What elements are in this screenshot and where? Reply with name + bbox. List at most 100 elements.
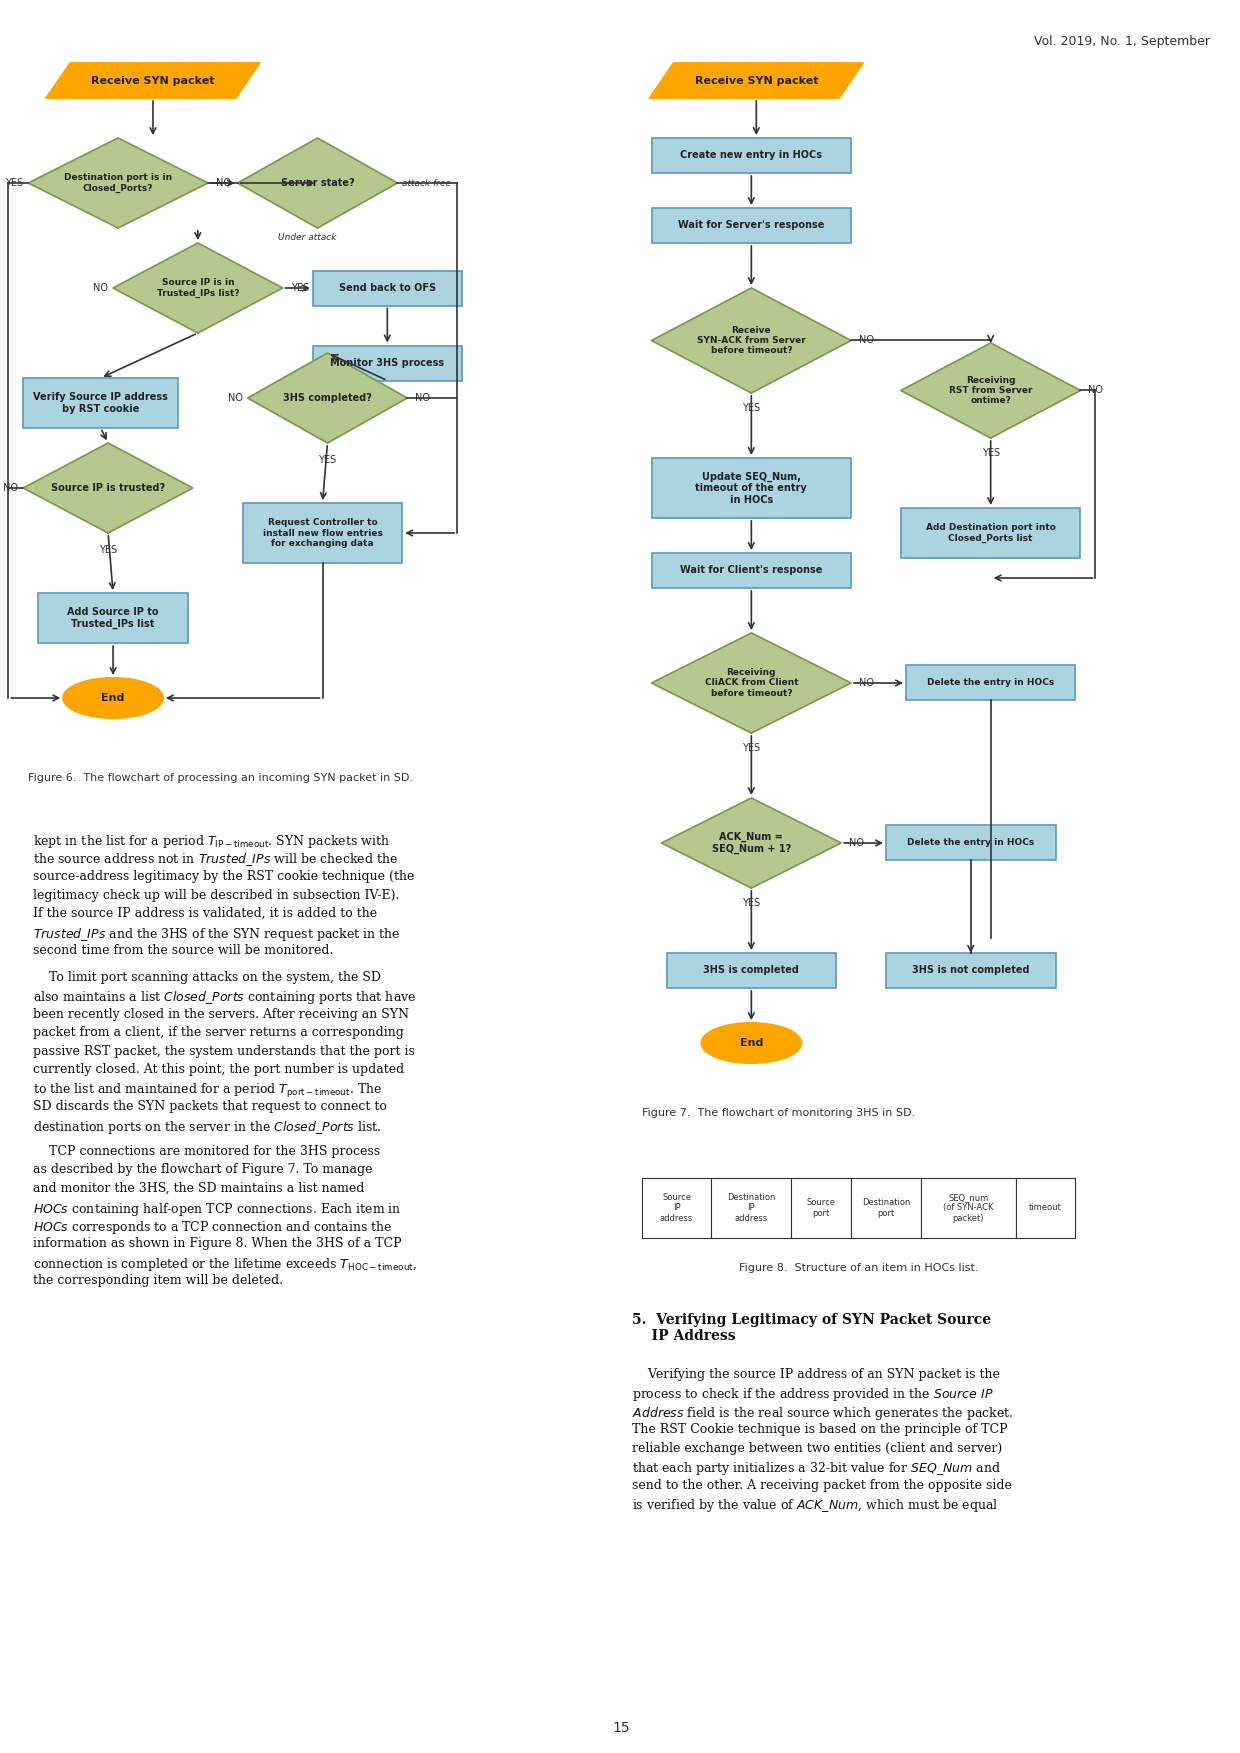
- FancyBboxPatch shape: [651, 209, 851, 244]
- Text: and monitor the 3HS, the SD maintains a list named: and monitor the 3HS, the SD maintains a …: [33, 1182, 365, 1196]
- Text: Add Destination port into
Closed_Ports list: Add Destination port into Closed_Ports l…: [926, 522, 1055, 543]
- Text: NO: NO: [1089, 386, 1104, 396]
- Text: Figure 8.  Structure of an item in HOCs list.: Figure 8. Structure of an item in HOCs l…: [739, 1262, 978, 1273]
- FancyBboxPatch shape: [651, 552, 851, 587]
- Text: attack free: attack free: [402, 179, 451, 188]
- Text: Destination port is in
Closed_Ports?: Destination port is in Closed_Ports?: [64, 174, 172, 193]
- Ellipse shape: [702, 1024, 801, 1062]
- Text: Receive SYN packet: Receive SYN packet: [694, 75, 818, 86]
- Text: reliable exchange between two entities (client and server): reliable exchange between two entities (…: [631, 1443, 1002, 1455]
- Text: timeout: timeout: [1029, 1204, 1061, 1213]
- FancyBboxPatch shape: [712, 1178, 791, 1238]
- Text: Update SEQ_Num,
timeout of the entry
in HOCs: Update SEQ_Num, timeout of the entry in …: [696, 472, 807, 505]
- Text: YES: YES: [290, 282, 309, 293]
- Text: To limit port scanning attacks on the system, the SD: To limit port scanning attacks on the sy…: [33, 971, 381, 983]
- Text: second time from the source will be monitored.: second time from the source will be moni…: [33, 945, 334, 957]
- FancyBboxPatch shape: [38, 593, 188, 643]
- Text: Source
port: Source port: [807, 1199, 836, 1218]
- Text: The RST Cookie technique is based on the principle of TCP: The RST Cookie technique is based on the…: [631, 1423, 1007, 1436]
- Text: End: End: [739, 1038, 763, 1048]
- Text: also maintains a list $\mathit{Closed\_Ports}$ containing ports that have: also maintains a list $\mathit{Closed\_P…: [33, 989, 417, 1006]
- FancyBboxPatch shape: [791, 1178, 851, 1238]
- Text: 3HS is completed: 3HS is completed: [703, 966, 800, 975]
- Text: connection is completed or the lifetime exceeds $T_{\mathrm{HOC-timeout}}$,: connection is completed or the lifetime …: [33, 1255, 418, 1273]
- Text: Receiving
CliACK from Client
before timeout?: Receiving CliACK from Client before time…: [704, 668, 799, 698]
- Text: $\mathit{HOCs}$ corresponds to a TCP connection and contains the: $\mathit{HOCs}$ corresponds to a TCP con…: [33, 1218, 393, 1236]
- FancyBboxPatch shape: [885, 954, 1055, 989]
- Polygon shape: [901, 344, 1080, 438]
- Text: Vol. 2019, No. 1, September: Vol. 2019, No. 1, September: [1034, 35, 1210, 47]
- Text: 5.  Verifying Legitimacy of SYN Packet Source
    IP Address: 5. Verifying Legitimacy of SYN Packet So…: [631, 1313, 991, 1343]
- Polygon shape: [24, 444, 193, 533]
- Text: 15: 15: [613, 1721, 630, 1735]
- Text: packet from a client, if the server returns a corresponding: packet from a client, if the server retu…: [33, 1026, 404, 1040]
- Text: the source address not in $\mathit{Trusted\_IPs}$ will be checked the: the source address not in $\mathit{Trust…: [33, 852, 398, 868]
- Polygon shape: [113, 244, 283, 333]
- Text: YES: YES: [743, 743, 760, 754]
- Polygon shape: [29, 138, 208, 228]
- FancyBboxPatch shape: [312, 270, 463, 305]
- Text: NO: NO: [859, 335, 874, 345]
- Polygon shape: [650, 63, 863, 98]
- FancyBboxPatch shape: [243, 503, 402, 563]
- Text: Source IP is trusted?: Source IP is trusted?: [51, 484, 165, 493]
- Text: YES: YES: [5, 179, 24, 188]
- Text: Figure 6.  The flowchart of processing an incoming SYN packet in SD.: Figure 6. The flowchart of processing an…: [29, 773, 413, 784]
- Text: Request Controller to
install new flow entries
for exchanging data: Request Controller to install new flow e…: [263, 519, 382, 549]
- Text: YES: YES: [743, 403, 760, 414]
- Text: YES: YES: [982, 449, 999, 458]
- Text: $\mathit{HOCs}$ containing half-open TCP connections. Each item in: $\mathit{HOCs}$ containing half-open TCP…: [33, 1201, 402, 1218]
- Text: YES: YES: [319, 456, 336, 465]
- Text: Source
IP
address: Source IP address: [660, 1194, 693, 1224]
- Ellipse shape: [63, 678, 162, 719]
- Text: process to check if the address provided in the $\mathit{Source\ IP}$: process to check if the address provided…: [631, 1387, 993, 1404]
- Text: SD discards the SYN packets that request to connect to: SD discards the SYN packets that request…: [33, 1099, 387, 1113]
- Text: Send back to OFS: Send back to OFS: [339, 282, 436, 293]
- Polygon shape: [248, 352, 407, 444]
- Text: Receive
SYN-ACK from Server
before timeout?: Receive SYN-ACK from Server before timeo…: [697, 326, 806, 356]
- FancyBboxPatch shape: [851, 1178, 921, 1238]
- Text: Add Source IP to
Trusted_IPs list: Add Source IP to Trusted_IPs list: [67, 607, 159, 629]
- Text: Receive SYN packet: Receive SYN packet: [92, 75, 215, 86]
- Text: NO: NO: [849, 838, 864, 848]
- Polygon shape: [662, 798, 841, 889]
- Polygon shape: [46, 63, 259, 98]
- FancyBboxPatch shape: [906, 666, 1075, 701]
- Text: been recently closed in the servers. After receiving an SYN: been recently closed in the servers. Aft…: [33, 1008, 409, 1020]
- Text: Receiving
RST from Server
ontime?: Receiving RST from Server ontime?: [949, 375, 1033, 405]
- Text: kept in the list for a period $T_{\mathrm{IP-timeout}}$. SYN packets with: kept in the list for a period $T_{\mathr…: [33, 833, 391, 850]
- Text: Destination
port: Destination port: [862, 1199, 910, 1218]
- Text: send to the other. A receiving packet from the opposite side: send to the other. A receiving packet fr…: [631, 1480, 1012, 1492]
- Text: legitimacy check up will be described in subsection IV-E).: legitimacy check up will be described in…: [33, 889, 399, 901]
- Text: Delete the entry in HOCs: Delete the entry in HOCs: [908, 838, 1034, 847]
- Text: NO: NO: [415, 393, 430, 403]
- Text: $\mathit{Trusted\_IPs}$ and the 3HS of the SYN request packet in the: $\mathit{Trusted\_IPs}$ and the 3HS of t…: [33, 926, 401, 943]
- Text: SEQ_num
(of SYN-ACK
packet): SEQ_num (of SYN-ACK packet): [942, 1194, 993, 1224]
- Text: NO: NO: [228, 393, 243, 403]
- Text: NO: NO: [4, 484, 19, 493]
- Text: Verify Source IP address
by RST cookie: Verify Source IP address by RST cookie: [33, 393, 169, 414]
- Text: Create new entry in HOCs: Create new entry in HOCs: [681, 151, 822, 161]
- Text: 3HS is not completed: 3HS is not completed: [911, 966, 1029, 975]
- Text: Delete the entry in HOCs: Delete the entry in HOCs: [928, 678, 1054, 687]
- FancyBboxPatch shape: [667, 954, 836, 989]
- Text: Under attack: Under attack: [278, 233, 337, 242]
- Polygon shape: [238, 138, 397, 228]
- Polygon shape: [651, 633, 851, 733]
- FancyBboxPatch shape: [24, 379, 177, 428]
- Text: Server state?: Server state?: [280, 179, 355, 188]
- Polygon shape: [651, 287, 851, 393]
- Text: Wait for Server's response: Wait for Server's response: [678, 221, 825, 230]
- Text: source-address legitimacy by the RST cookie technique (the: source-address legitimacy by the RST coo…: [33, 869, 414, 884]
- FancyBboxPatch shape: [641, 1178, 712, 1238]
- FancyBboxPatch shape: [1016, 1178, 1075, 1238]
- Text: information as shown in Figure 8. When the 3HS of a TCP: information as shown in Figure 8. When t…: [33, 1238, 402, 1250]
- Text: Monitor 3HS process: Monitor 3HS process: [330, 358, 444, 368]
- Text: to the list and maintained for a period $T_{\mathrm{port-timeout}}$. The: to the list and maintained for a period …: [33, 1082, 383, 1099]
- Text: $\mathit{Address}$ field is the real source which generates the packet.: $\mathit{Address}$ field is the real sou…: [631, 1404, 1013, 1422]
- Text: Figure 7.  The flowchart of monitoring 3HS in SD.: Figure 7. The flowchart of monitoring 3H…: [641, 1108, 915, 1118]
- Text: YES: YES: [99, 545, 117, 556]
- Text: End: End: [102, 692, 125, 703]
- Text: Wait for Client's response: Wait for Client's response: [681, 566, 822, 575]
- Text: that each party initializes a 32-bit value for $\mathit{SEQ\_Num}$ and: that each party initializes a 32-bit val…: [631, 1460, 1001, 1478]
